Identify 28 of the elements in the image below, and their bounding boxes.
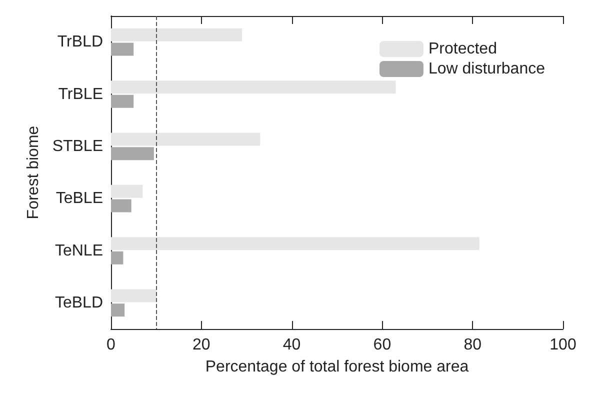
legend-label: Protected xyxy=(428,40,497,58)
x-tick-label: 80 xyxy=(464,336,482,354)
bar xyxy=(111,132,260,146)
y-tick-label: TeBLE xyxy=(56,190,103,208)
legend-label: Low disturbance xyxy=(428,60,546,78)
bar xyxy=(111,94,134,108)
bar xyxy=(111,304,125,317)
x-tick-label: 100 xyxy=(550,336,576,354)
x-tick-label: 20 xyxy=(192,336,210,354)
bar xyxy=(111,289,156,302)
x-tick-label: 40 xyxy=(282,336,301,354)
bar xyxy=(111,80,396,94)
bar xyxy=(111,184,143,198)
y-axis-title: Forest biome xyxy=(24,126,42,220)
bar xyxy=(111,237,480,250)
bar xyxy=(111,28,242,42)
bar xyxy=(111,147,154,160)
x-tick-label: 60 xyxy=(373,336,392,354)
y-tick-label: TrBLD xyxy=(57,34,103,51)
x-axis-title: Percentage of total forest biome area xyxy=(205,358,469,376)
x-tick-label: 0 xyxy=(106,336,116,354)
bar xyxy=(111,251,124,264)
y-tick-label: TrBLE xyxy=(58,86,103,103)
bar xyxy=(111,199,132,212)
bar xyxy=(111,42,134,56)
y-tick-label: TeBLD xyxy=(54,294,103,312)
y-tick-label: TeNLE xyxy=(54,242,103,260)
y-tick-label: STBLE xyxy=(52,138,103,155)
